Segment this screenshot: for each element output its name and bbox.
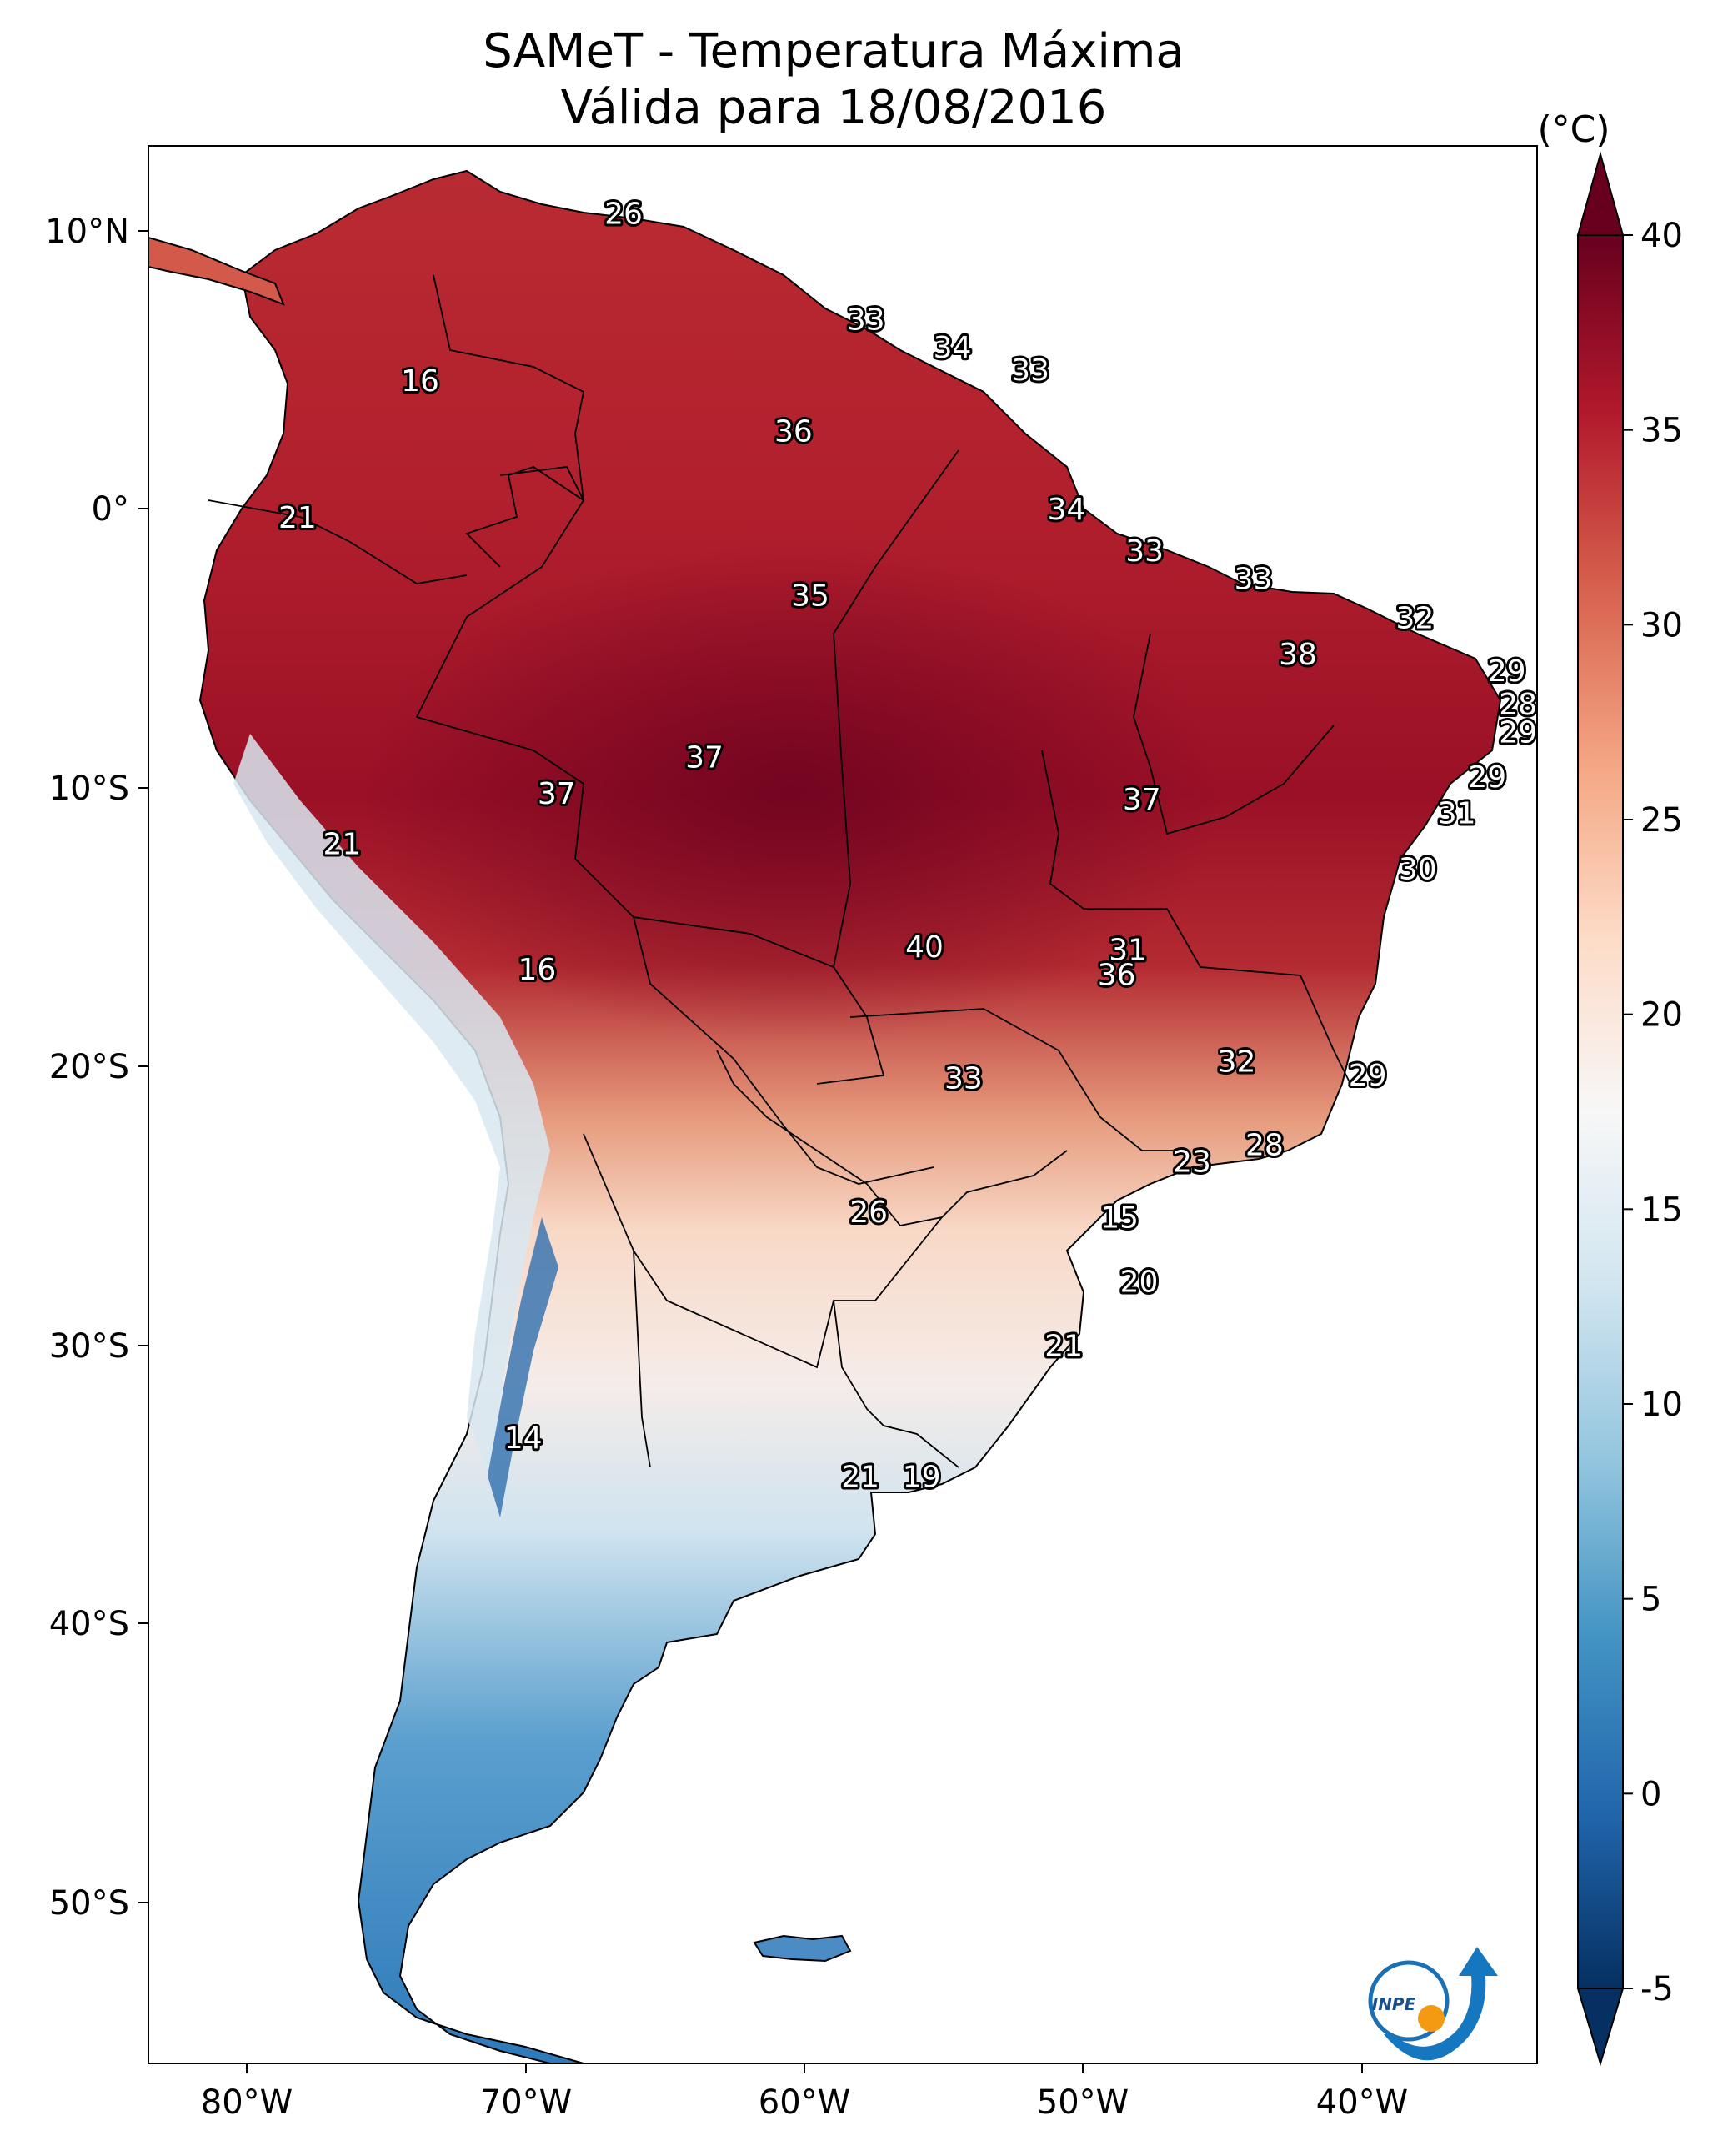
temperature-label: 16 xyxy=(518,953,556,987)
colorbar-unit: (°C) xyxy=(1537,108,1610,151)
colorbar: (°C) 40 35 30 25 20 15 10 5 0 -5 xyxy=(1537,108,1683,2067)
map-title: SAMeT - Temperatura Máxima xyxy=(483,24,1185,78)
andes-cold-core xyxy=(488,1217,558,1517)
temperature-label: 40 xyxy=(905,930,944,965)
temperature-label: 28 xyxy=(1499,688,1537,722)
colorbar-ticks: 40 35 30 25 20 15 10 5 0 -5 xyxy=(1623,217,1683,2008)
lat-tick-marks xyxy=(138,230,148,1903)
temperature-label: 29 xyxy=(1349,1059,1387,1093)
lat-label-10s: 10°S xyxy=(49,770,129,808)
colorbar-tick-label: -5 xyxy=(1640,1970,1674,2008)
temperature-label: 37 xyxy=(1123,783,1161,817)
falkland-islands xyxy=(753,1934,852,1963)
temperature-label: 19 xyxy=(903,1461,941,1495)
map-subtitle: Válida para 18/08/2016 xyxy=(561,81,1107,135)
lon-label-70w: 70°W xyxy=(480,2083,572,2122)
temperature-label: 26 xyxy=(849,1196,888,1230)
lon-label-60w: 60°W xyxy=(759,2083,850,2122)
temperature-label: 20 xyxy=(1120,1266,1159,1300)
colorbar-tick-label: 25 xyxy=(1640,801,1683,840)
andes-cool-band xyxy=(233,734,550,1484)
temperature-label: 23 xyxy=(1173,1146,1211,1180)
temperature-label: 29 xyxy=(1499,716,1537,750)
lat-label-10n: 10°N xyxy=(45,213,129,251)
lon-tick-marks xyxy=(246,2063,1363,2073)
colorbar-tick-label: 20 xyxy=(1640,996,1683,1035)
colorbar-tick-label: 15 xyxy=(1640,1191,1683,1229)
colorbar-bottom-arrow xyxy=(1576,1988,1625,2067)
lat-tick-labels: 10°N 0° 10°S 20°S 30°S 40°S 50°S xyxy=(45,213,129,1923)
temperature-label: 26 xyxy=(604,197,643,231)
map-frame xyxy=(148,145,1538,2064)
temperature-label: 28 xyxy=(1245,1129,1284,1163)
map-area xyxy=(148,146,1537,2063)
central-america xyxy=(148,236,285,306)
colorbar-tick-label: 10 xyxy=(1640,1386,1683,1424)
colorbar-tick-label: 0 xyxy=(1640,1775,1661,1813)
temperature-label: 33 xyxy=(847,303,885,338)
temperature-label: 32 xyxy=(1395,602,1434,636)
colorbar-tick-label: 30 xyxy=(1640,606,1683,644)
inpe-logo: INPE xyxy=(1368,1947,1498,2061)
temperature-label: 21 xyxy=(278,501,317,535)
lon-label-40w: 40°W xyxy=(1316,2083,1408,2122)
temperature-label: 36 xyxy=(1098,959,1136,993)
temperature-label: 37 xyxy=(538,777,576,811)
temperature-label: 14 xyxy=(504,1421,543,1456)
inpe-logo-text: INPE xyxy=(1372,1994,1416,2014)
temperature-label: 33 xyxy=(1011,353,1049,388)
colorbar-bar xyxy=(1577,234,1624,1989)
temperature-label: 34 xyxy=(934,331,972,365)
temperature-label: 21 xyxy=(841,1461,879,1495)
temperature-label: 31 xyxy=(1438,797,1476,831)
lat-label-30s: 30°S xyxy=(49,1327,129,1366)
lat-label-50s: 50°S xyxy=(49,1884,129,1923)
lat-label-20s: 20°S xyxy=(49,1048,129,1086)
lon-tick-labels: 80°W 70°W 60°W 50°W 40°W xyxy=(201,2083,1408,2122)
lat-label-0: 0° xyxy=(92,490,129,529)
colorbar-top-arrow xyxy=(1576,151,1625,236)
temperature-label: 33 xyxy=(1235,563,1273,597)
temperature-label: 16 xyxy=(401,364,439,399)
temperature-label: 38 xyxy=(1279,638,1317,672)
temperature-label: 29 xyxy=(1488,654,1526,689)
temperature-label: 30 xyxy=(1399,853,1437,887)
country-borders xyxy=(208,274,1351,1468)
temperature-label: 15 xyxy=(1100,1201,1139,1236)
temperature-label: 21 xyxy=(323,827,361,861)
lon-label-50w: 50°W xyxy=(1037,2083,1129,2122)
colorbar-tick-label: 5 xyxy=(1640,1581,1661,1619)
temperature-label: 35 xyxy=(791,579,829,614)
lat-label-40s: 40°S xyxy=(49,1605,129,1643)
temperature-label: 31 xyxy=(1109,934,1147,968)
temperature-label: 36 xyxy=(774,414,813,449)
colorbar-tick-label: 35 xyxy=(1640,412,1683,450)
temperature-label: 32 xyxy=(1218,1045,1256,1079)
temperature-label: 33 xyxy=(1125,534,1164,569)
temperature-label: 34 xyxy=(1048,493,1086,527)
temperature-label: 37 xyxy=(685,741,724,775)
temperature-label: 33 xyxy=(944,1061,983,1096)
temperature-label: 29 xyxy=(1468,760,1506,795)
lon-label-80w: 80°W xyxy=(201,2083,293,2122)
temperature-label: 21 xyxy=(1044,1330,1083,1364)
colorbar-tick-label: 40 xyxy=(1640,217,1683,255)
